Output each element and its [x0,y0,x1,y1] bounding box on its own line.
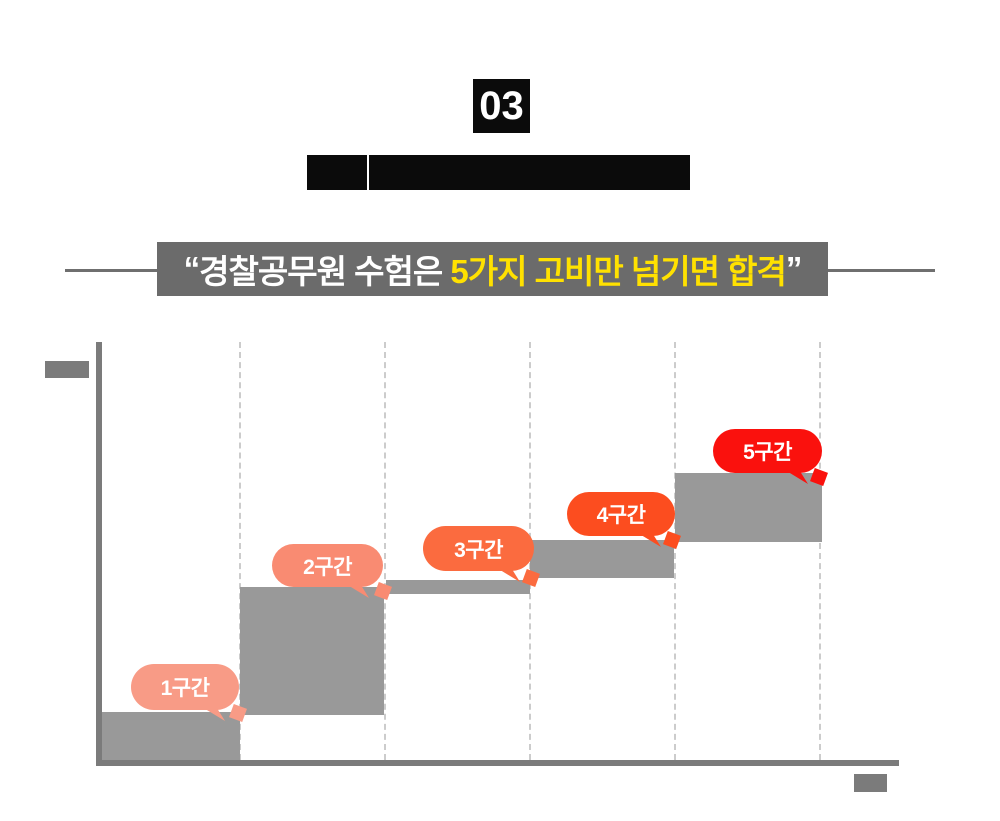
quote-open-mark: “ [183,250,200,287]
redacted-title-segment-right [369,155,690,190]
step-bar-2 [240,587,384,715]
step-bar-4 [530,540,674,578]
step-bubble-5: 5구간 [713,429,822,473]
step-bubble-1: 1구간 [131,664,239,710]
step-bubble-label: 2구간 [303,555,352,579]
step-bubble-label: 3구간 [454,538,503,562]
step-bubble-label: 4구간 [596,504,646,527]
quote-lead-text: 경찰공무원 수험은 [199,253,451,290]
x-gridline-4 [674,342,676,760]
x-gridline-2 [384,342,386,760]
step-bar-3 [386,580,530,594]
step-bubble-3: 3구간 [423,526,534,571]
y-axis-label-box [45,361,89,378]
step-bubble-label: 1구간 [160,677,210,700]
step-bar-5 [675,473,822,542]
step-bubble-2: 2구간 [272,544,383,587]
step-bar-1 [100,712,240,760]
quote-divider-right [828,269,935,272]
y-axis-line [96,342,102,766]
quote-divider-left [65,269,157,272]
redacted-title-segment-left [307,155,367,190]
x-axis-label-box [854,774,887,792]
quote-banner: “ 경찰공무원 수험은 5가지 고비만 넘기면 합격 ” [157,242,828,296]
section-number-badge: 03 [473,79,530,133]
x-gridline-1 [239,342,241,760]
step-bubble-4: 4구간 [567,492,675,536]
x-gridline-5 [819,342,821,760]
step-bubble-label: 5구간 [743,441,792,464]
x-axis-line [96,760,899,766]
quote-highlight-text: 5가지 고비만 넘기면 합격 [450,253,786,290]
quote-close-mark: ” [785,250,802,287]
